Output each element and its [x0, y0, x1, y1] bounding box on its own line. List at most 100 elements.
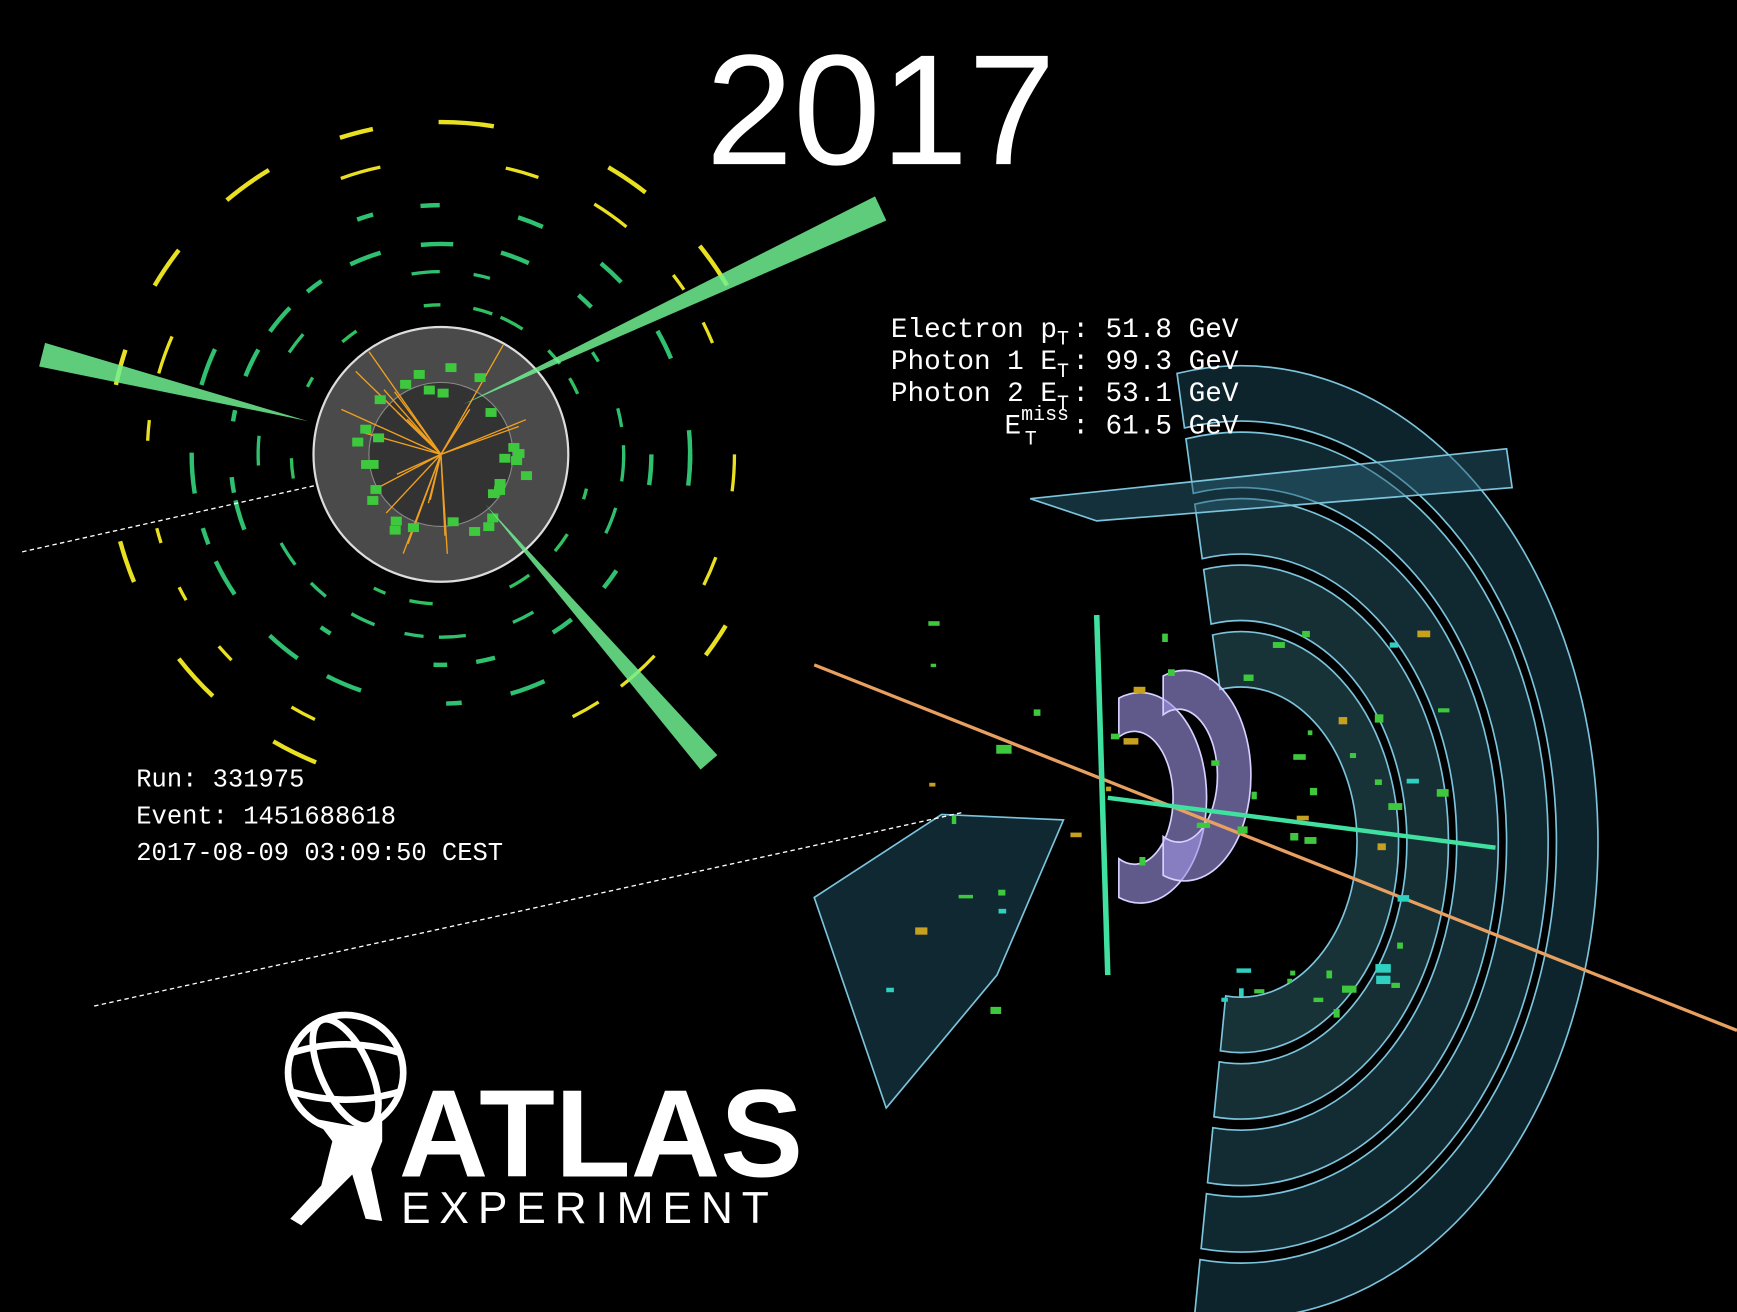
hit	[1375, 779, 1382, 785]
hit	[1290, 971, 1295, 976]
cell	[521, 471, 532, 480]
hit	[1304, 837, 1316, 844]
logo-subtitle: EXPERIMENT	[401, 1184, 778, 1233]
cell	[438, 389, 449, 398]
hit	[1376, 976, 1390, 984]
hit	[1290, 833, 1298, 840]
hit	[999, 909, 1007, 914]
hit	[1070, 833, 1081, 838]
hit	[1124, 738, 1139, 744]
hit	[1397, 943, 1403, 949]
hit	[1221, 998, 1228, 1002]
cell	[486, 408, 497, 417]
hit	[1310, 788, 1317, 795]
hit	[1273, 642, 1285, 648]
hit	[1437, 789, 1449, 797]
hit	[1388, 803, 1402, 810]
cell	[367, 496, 378, 505]
label-text: E	[1005, 411, 1022, 442]
page: 2017 Electron pT: 51.8 GeVPhoton 1 ET: 9…	[0, 0, 1737, 1312]
hit	[1313, 998, 1323, 1002]
cell	[483, 522, 494, 531]
hit	[1254, 989, 1264, 993]
hit	[959, 895, 973, 899]
cell	[391, 517, 402, 526]
hit	[1375, 964, 1390, 973]
hit	[1197, 823, 1210, 828]
hit	[1417, 631, 1430, 638]
hit	[1237, 968, 1252, 972]
muon-segment	[148, 420, 150, 441]
hit	[915, 927, 927, 934]
cell	[414, 370, 425, 379]
cell	[488, 489, 499, 498]
cell	[375, 395, 386, 404]
label-subscript: T	[1057, 360, 1069, 383]
hit	[1034, 709, 1041, 715]
hit	[990, 1007, 1001, 1014]
cell	[508, 443, 519, 452]
cell	[361, 460, 372, 469]
cell	[499, 454, 510, 463]
cell	[469, 527, 480, 536]
kinematic-value: : 99.3 GeV	[1072, 347, 1239, 378]
hit	[1302, 631, 1310, 637]
hit	[1390, 642, 1398, 647]
hit	[996, 745, 1011, 754]
hit	[1139, 857, 1145, 865]
cell	[511, 456, 522, 465]
hit	[1297, 816, 1309, 821]
cell	[373, 433, 384, 442]
hit	[929, 783, 935, 787]
hit	[1378, 843, 1386, 850]
hit	[1252, 792, 1257, 800]
cell	[475, 373, 486, 382]
kinematic-value: : 51.8 GeV	[1072, 315, 1239, 346]
logo-head	[338, 1129, 362, 1153]
cell	[448, 517, 459, 526]
logo-title: ATLAS	[399, 1066, 803, 1204]
hit	[1111, 734, 1119, 740]
hit	[1308, 730, 1313, 735]
cell	[360, 425, 371, 434]
cell	[424, 386, 435, 395]
label-subscript: T	[1057, 328, 1069, 351]
kinematic-value: : 61.5 GeV	[1072, 411, 1239, 442]
hit	[1398, 895, 1410, 902]
muon-segment	[258, 436, 259, 466]
kinematic-label: Photon 1 ET	[891, 347, 1069, 383]
hit	[1339, 717, 1348, 724]
cell	[400, 380, 411, 389]
hit	[1162, 634, 1168, 642]
muon-segment	[291, 458, 293, 478]
hit	[998, 890, 1005, 896]
cell	[390, 526, 401, 535]
muon-segment	[424, 305, 441, 306]
muon-segment	[421, 244, 453, 245]
label-superscript: miss	[1021, 403, 1069, 426]
hit	[1287, 979, 1292, 983]
cell	[408, 523, 419, 532]
hit	[1168, 669, 1175, 676]
kinematic-value: : 53.1 GeV	[1072, 379, 1239, 410]
hit	[1350, 753, 1356, 758]
hit	[886, 988, 894, 992]
run: Run: 331975	[136, 766, 304, 795]
hit	[952, 816, 956, 824]
label-text: Photon 1 E	[891, 347, 1057, 378]
cell	[370, 485, 381, 494]
cell	[445, 363, 456, 372]
muon-segment	[689, 430, 690, 471]
cell	[352, 438, 363, 447]
muon-segment	[446, 703, 462, 704]
hit	[1239, 988, 1244, 996]
muon-segment	[232, 477, 234, 493]
muon-segment	[649, 454, 651, 485]
hit	[928, 621, 939, 626]
muon-segment	[439, 635, 466, 637]
hit	[1407, 779, 1419, 784]
year-title: 2017	[706, 23, 1056, 198]
hit	[1244, 675, 1254, 681]
hit	[1438, 708, 1449, 712]
event: Event: 1451688618	[136, 802, 396, 831]
